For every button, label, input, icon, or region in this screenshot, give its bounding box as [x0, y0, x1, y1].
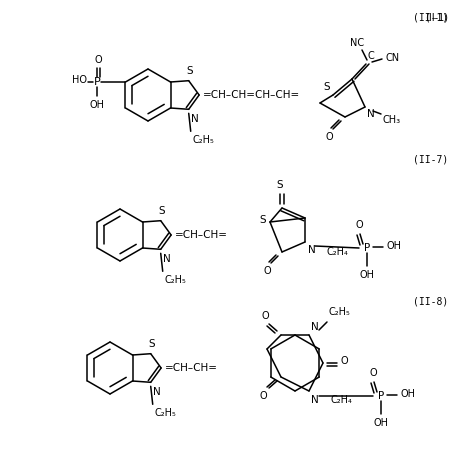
Text: N: N — [311, 395, 319, 405]
Text: (II-1): (II-1) — [413, 13, 448, 23]
Text: CH₃: CH₃ — [383, 115, 401, 125]
Text: O: O — [261, 311, 269, 321]
Text: OH: OH — [359, 270, 374, 280]
Text: OH: OH — [374, 418, 389, 428]
Text: NC: NC — [350, 38, 364, 48]
Text: N: N — [163, 254, 171, 264]
Text: O: O — [263, 266, 271, 276]
Text: P: P — [94, 77, 101, 87]
Text: C₂H₄: C₂H₄ — [327, 247, 349, 257]
Text: C₂H₅: C₂H₅ — [329, 307, 351, 317]
Text: OH: OH — [90, 100, 105, 110]
Text: S: S — [323, 82, 330, 92]
Text: S: S — [186, 66, 193, 76]
Text: C₂H₅: C₂H₅ — [155, 408, 176, 418]
Text: N: N — [367, 109, 375, 119]
Text: N: N — [191, 114, 199, 124]
Text: C₂H₅: C₂H₅ — [165, 275, 186, 285]
Text: S: S — [148, 339, 155, 349]
Text: =CH–CH=: =CH–CH= — [165, 363, 218, 373]
Text: C: C — [368, 51, 375, 61]
Text: N: N — [308, 245, 316, 255]
Text: S: S — [158, 206, 165, 216]
Text: =CH–CH=CH–CH=: =CH–CH=CH–CH= — [203, 90, 301, 100]
Text: P: P — [364, 243, 370, 253]
Text: O: O — [355, 220, 363, 230]
Text: N: N — [153, 387, 161, 397]
Text: =CH–CH=: =CH–CH= — [175, 230, 228, 240]
Text: (II-7): (II-7) — [413, 155, 448, 165]
Text: S: S — [259, 215, 266, 225]
Text: P: P — [378, 391, 384, 401]
Text: O: O — [95, 55, 102, 65]
Text: (II-8): (II-8) — [413, 296, 448, 306]
Text: HO: HO — [73, 75, 88, 85]
Text: S: S — [277, 180, 283, 190]
Text: OH: OH — [387, 241, 402, 251]
Text: C₂H₅: C₂H₅ — [193, 135, 214, 145]
Text: CN: CN — [386, 53, 400, 63]
Text: C₂H₄: C₂H₄ — [331, 395, 353, 405]
Text: O: O — [369, 368, 377, 378]
Text: OH: OH — [401, 389, 416, 399]
Text: O: O — [341, 356, 348, 366]
Text: O: O — [325, 132, 333, 142]
Text: O: O — [259, 391, 267, 401]
Text: N: N — [311, 322, 319, 332]
Text: (II-1): (II-1) — [425, 13, 448, 23]
